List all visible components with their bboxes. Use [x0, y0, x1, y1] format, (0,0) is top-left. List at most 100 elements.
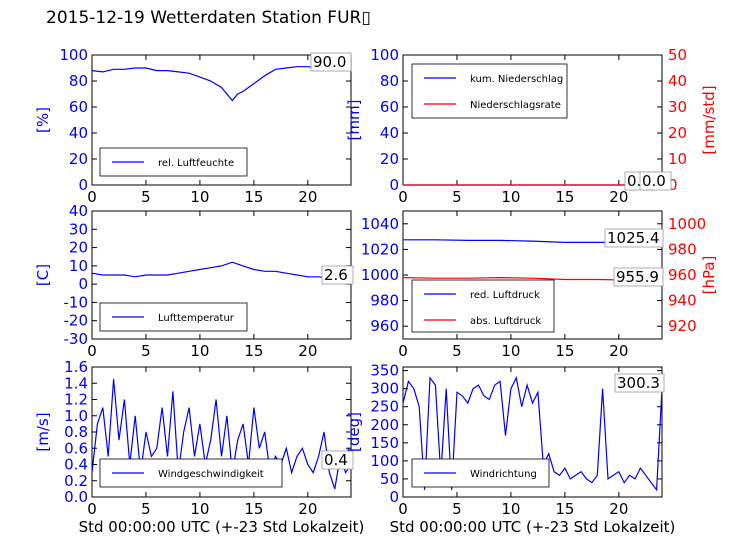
y-tick-label: 1040 [361, 215, 399, 233]
y-tick-label: 30 [69, 220, 88, 238]
series-line [402, 375, 663, 492]
y-tick-label-right: 40 [668, 72, 687, 90]
x-tick-label: 5 [452, 188, 462, 206]
y-tick-label: 60 [69, 98, 88, 116]
x-tick-label: 10 [501, 188, 520, 206]
x-tick-label: 5 [452, 342, 462, 360]
chart-title: 2015-12-19 Wetterdaten Station FUR▯ [46, 8, 371, 28]
x-tick-label: 0 [87, 500, 97, 518]
x-tick-label: 20 [609, 188, 628, 206]
readout-box [310, 52, 352, 72]
legend-label: rel. Luftfeuchte [158, 158, 234, 169]
x-axis-label: Std 00:00:00 UTC (+-23 Std Lokalzeit) [390, 518, 676, 536]
x-tick-label: 0 [398, 188, 408, 206]
y-tick-label: 100 [59, 46, 88, 64]
x-tick-label: 10 [190, 500, 209, 518]
y-tick-label: 80 [69, 72, 88, 90]
series-line [91, 379, 352, 490]
y-tick-label: 20 [69, 150, 88, 168]
y-tick-label: 200 [370, 416, 399, 434]
y-tick-label: 20 [380, 150, 399, 168]
x-tick-label: 20 [298, 500, 317, 518]
legend-box [411, 458, 550, 488]
series-line [91, 261, 351, 280]
y-tick-label: 300 [370, 380, 399, 398]
y-tick-label: -20 [64, 312, 89, 330]
readout-box [613, 267, 664, 287]
legend-label: Niederschlagsrate [470, 100, 561, 111]
y-tick-label-right: 1000 [668, 215, 706, 233]
plot-frame [91, 54, 352, 186]
x-tick-label: 20 [298, 342, 317, 360]
x-tick-label: 0 [398, 500, 408, 518]
readout-box [604, 228, 664, 248]
x-tick-label: 15 [555, 342, 574, 360]
y-tick-label: 0.8 [64, 423, 88, 441]
y-tick-label: 40 [69, 124, 88, 142]
y-axis-label: [mm] [345, 100, 363, 141]
y-tick-label: 10 [69, 257, 88, 275]
readout-value: 955.9 [616, 268, 659, 286]
y-tick-label: 0.2 [64, 472, 88, 490]
y-tick-label-right: 0 [668, 176, 678, 194]
x-tick-label: 15 [244, 500, 263, 518]
y-tick-label: 80 [380, 72, 399, 90]
readout-box [321, 265, 354, 285]
y-tick-label: -30 [64, 330, 89, 348]
x-tick-label: 0 [398, 342, 408, 360]
legend-box [411, 279, 555, 333]
y-tick-label: 150 [370, 434, 399, 452]
y-axis-label: [m/s] [34, 412, 52, 451]
y-axis-label: [C] [34, 264, 52, 286]
y-tick-label: 0.4 [64, 456, 88, 474]
readout-value: 1025.4 [607, 229, 660, 247]
readout-value: 300.3 [617, 374, 660, 392]
y-tick-label: 0 [389, 488, 399, 506]
y-tick-label: 0.0 [64, 488, 88, 506]
y-tick-label: 980 [370, 292, 399, 310]
legend-label: Lufttemperatur [158, 313, 235, 324]
y-tick-label: 60 [380, 98, 399, 116]
y-tick-label: 0.6 [64, 439, 88, 457]
y-tick-label: 250 [370, 398, 399, 416]
legend-label: Windrichtung [470, 469, 537, 480]
legend-label: kum. Niederschlag [470, 74, 563, 85]
readout-box [321, 450, 354, 470]
x-tick-label: 10 [501, 500, 520, 518]
y-tick-label: 0 [389, 176, 399, 194]
y-tick-label: 40 [380, 124, 399, 142]
series-line [91, 66, 351, 102]
x-tick-label: 20 [609, 500, 628, 518]
x-tick-label: 15 [244, 342, 263, 360]
y-tick-label: 40 [69, 202, 88, 220]
readout-value: 0.4 [324, 451, 348, 469]
x-tick-label: 5 [452, 500, 462, 518]
y-tick-label: 0 [78, 275, 88, 293]
x-tick-label: 5 [141, 500, 151, 518]
y-tick-label: 50 [380, 470, 399, 488]
y-tick-label-right: 30 [668, 98, 687, 116]
y-tick-label-right: 20 [668, 124, 687, 142]
x-tick-label: 15 [555, 500, 574, 518]
y-axis-label-right: [mm/std] [700, 85, 718, 154]
x-tick-label: 20 [298, 188, 317, 206]
x-tick-label: 5 [141, 188, 151, 206]
x-tick-label: 10 [190, 342, 209, 360]
y-tick-label: 0 [78, 176, 88, 194]
readout-box [614, 373, 665, 393]
y-tick-label-right: 920 [668, 317, 697, 335]
y-tick-label: 350 [370, 362, 399, 380]
y-tick-label: 100 [370, 46, 399, 64]
x-tick-label: 10 [501, 342, 520, 360]
readout-value: 0.0 [642, 172, 666, 190]
y-tick-label-right: 980 [668, 240, 697, 258]
x-tick-label: 0 [87, 342, 97, 360]
legend-label: red. Luftdruck [470, 290, 540, 301]
x-tick-label: 5 [141, 342, 151, 360]
y-tick-label: 1020 [361, 240, 399, 258]
y-axis-label: [deg] [345, 412, 363, 452]
y-tick-label: 100 [370, 452, 399, 470]
x-tick-label: 20 [609, 342, 628, 360]
legend-label: abs. Luftdruck [470, 316, 541, 327]
y-axis-label: [%] [34, 107, 52, 133]
